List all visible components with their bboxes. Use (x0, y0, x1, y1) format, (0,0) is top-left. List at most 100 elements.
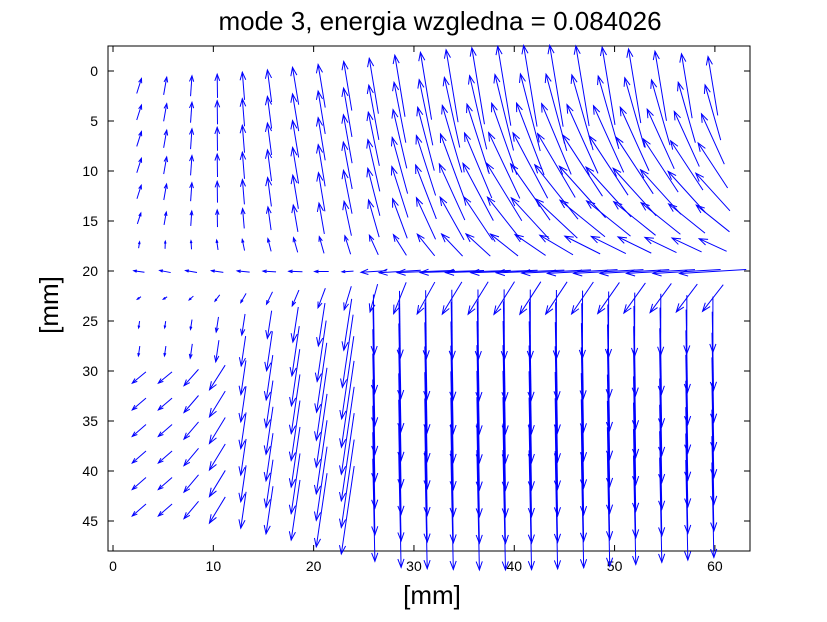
vector-arrow (527, 397, 535, 518)
vector-arrow (161, 296, 168, 300)
vector-arrow (235, 269, 250, 273)
vector-arrow (240, 207, 246, 229)
vector-arrow (368, 233, 379, 256)
vector-arrow (208, 496, 226, 525)
vector-arrow (291, 289, 300, 308)
vector-arrow (136, 211, 142, 225)
vector-arrow (208, 443, 226, 472)
vector-arrow (416, 233, 436, 257)
vector-arrow (509, 162, 551, 221)
vector-arrow (163, 346, 167, 358)
vector-arrow (650, 78, 671, 146)
vector-arrow (366, 138, 381, 192)
vector-arrow (475, 397, 483, 519)
vector-arrow (131, 424, 147, 438)
vector-arrow (415, 134, 437, 196)
vector-arrow (163, 155, 169, 175)
vector-arrow (240, 313, 246, 337)
vector-arrow (184, 269, 198, 274)
x-tick-label: 10 (206, 558, 222, 574)
vector-arrow (619, 105, 650, 171)
vector-arrow (534, 197, 578, 239)
y-tick-label: 45 (82, 513, 98, 529)
vector-arrow (238, 465, 247, 504)
vector-arrow (527, 423, 535, 545)
vector-arrow (315, 89, 326, 135)
vector-arrow (673, 110, 700, 167)
vector-arrow (439, 132, 465, 198)
vector-arrow (239, 70, 247, 100)
vector-arrow (313, 473, 328, 549)
vector-arrow (344, 234, 352, 255)
vector-arrow (163, 102, 169, 122)
vector-arrow (538, 234, 574, 256)
vector-arrow (513, 233, 546, 256)
vector-arrow (444, 268, 511, 276)
vector-arrow (669, 139, 704, 191)
vector-arrow (598, 269, 670, 277)
vector-arrow (341, 298, 353, 352)
vector-arrow (239, 150, 247, 179)
vector-arrow (208, 470, 226, 498)
vector-arrow (667, 203, 706, 234)
vector-arrow (449, 450, 457, 571)
vector-arrow (579, 452, 588, 570)
vector-arrow (263, 406, 274, 456)
vector-arrow (670, 237, 702, 253)
vector-arrow (392, 53, 406, 117)
vector-arrow (658, 431, 666, 538)
x-axis-label: [mm] (403, 580, 461, 610)
vector-arrow (616, 236, 652, 254)
x-tick-label: 0 (109, 558, 117, 574)
vector-arrow (316, 302, 326, 348)
vector-arrow (462, 162, 494, 221)
y-tick-label: 10 (82, 163, 98, 179)
vector-arrow (158, 269, 171, 274)
vector-arrow (131, 371, 147, 385)
vector-arrow (313, 420, 328, 496)
vector-arrow (371, 432, 379, 537)
vector-arrow (339, 386, 355, 476)
vector-arrow (510, 196, 550, 240)
vector-arrow (697, 141, 729, 189)
vector-arrow (547, 43, 564, 127)
vector-arrow (536, 132, 576, 198)
vector-arrow (599, 45, 616, 125)
vector-arrow (188, 343, 193, 360)
vector-arrow (163, 210, 168, 226)
vector-arrow (264, 68, 273, 103)
vector-arrow (632, 455, 640, 566)
vector-arrow (208, 364, 226, 392)
vector-arrow (639, 201, 681, 235)
vector-arrow (392, 197, 408, 239)
vector-arrow (183, 395, 199, 414)
vector-field (131, 43, 747, 572)
vector-arrow (189, 319, 193, 331)
vector-arrow (418, 50, 433, 120)
y-tick-label: 40 (82, 463, 98, 479)
vector-arrow (423, 424, 431, 544)
vector-arrow (131, 477, 147, 491)
vector-arrow (710, 462, 718, 559)
vector-arrow (541, 102, 572, 175)
vector-arrow (705, 55, 719, 116)
vector-arrow (512, 131, 549, 199)
vector-arrow (315, 116, 326, 161)
vector-arrow (288, 479, 301, 542)
vector-arrow (397, 452, 405, 569)
vector-arrow (214, 294, 221, 303)
vector-arrow (315, 63, 326, 108)
vector-arrow (501, 397, 509, 519)
vector-arrow (367, 56, 379, 114)
vector-arrow (612, 200, 656, 236)
vector-arrow (261, 269, 277, 274)
y-tick-label: 5 (90, 113, 98, 129)
vector-arrow (643, 236, 677, 254)
vector-arrow (215, 208, 220, 228)
vector-arrow (290, 119, 300, 158)
vector-arrow (341, 59, 353, 111)
vector-arrow (132, 269, 145, 273)
vector-arrow (189, 127, 195, 150)
vector-arrow (710, 409, 718, 506)
